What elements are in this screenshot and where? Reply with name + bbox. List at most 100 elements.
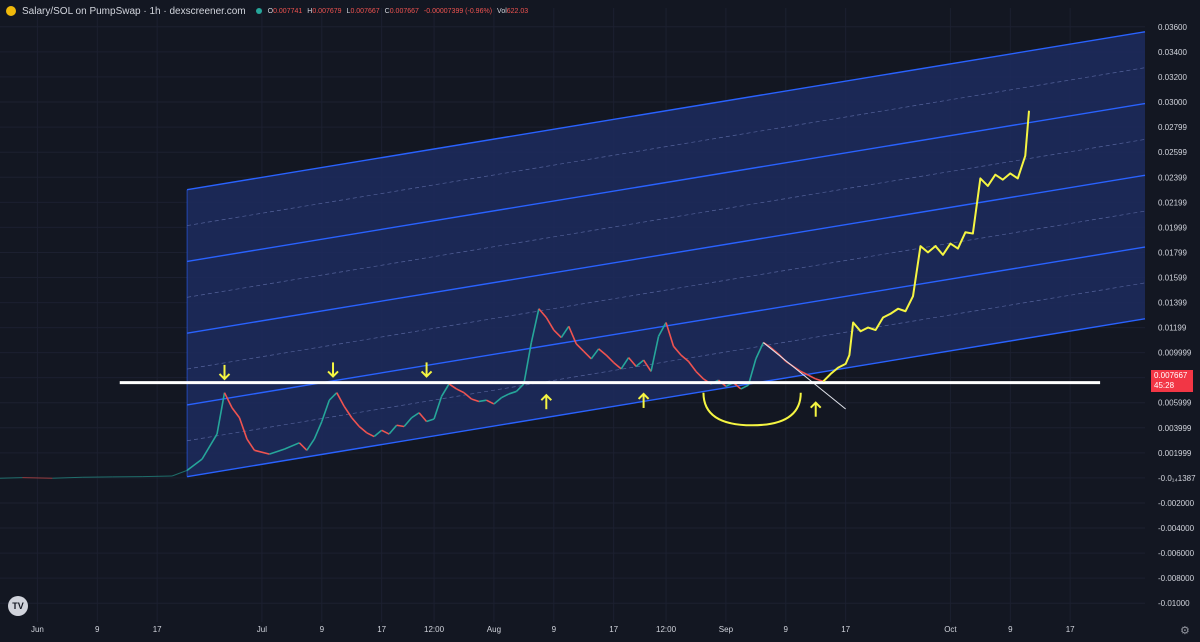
up-arrow-icon <box>637 392 650 408</box>
time-axis-label: 9 <box>320 625 325 634</box>
trendline <box>763 342 846 410</box>
price-axis-label: 0.003999 <box>1158 424 1192 433</box>
price-axis-label: -0.01000 <box>1158 599 1190 608</box>
price-segment <box>583 350 592 360</box>
change-value: -0.00007399 (-0.96%) <box>423 7 493 15</box>
channel-midline <box>187 210 1146 370</box>
down-arrow-icon <box>420 362 433 378</box>
price-segment <box>269 448 285 455</box>
price-axis-label: 0.02399 <box>1158 173 1187 182</box>
price-segment <box>523 342 533 385</box>
ohlc-values: O0.007741 H0.007679 L0.007667 C0.007667 … <box>268 8 529 15</box>
price-segment <box>373 429 383 438</box>
price-segment <box>642 359 652 372</box>
price-axis-label: 0.03000 <box>1158 98 1187 107</box>
channel-line <box>186 102 1146 263</box>
price-segment <box>687 360 697 372</box>
price-segment <box>418 412 428 423</box>
price-axis[interactable]: 0.03600 0.03400 0.03200 0.03000 0.02799 0.025… <box>1158 23 1196 608</box>
price-segment <box>343 406 353 419</box>
price-segment <box>403 417 413 428</box>
time-axis-label: Jul <box>257 625 267 634</box>
price-segment <box>515 383 525 393</box>
price-segment <box>590 348 600 360</box>
channel-line <box>186 31 1146 191</box>
price-axis-label: 0.03400 <box>1158 48 1187 57</box>
channel-midline <box>187 67 1146 226</box>
time-axis-label: Jun <box>31 625 44 634</box>
high-value: 0.007679 <box>312 7 342 15</box>
price-segment <box>815 378 824 383</box>
tradingview-logo-icon[interactable]: TV <box>8 596 28 616</box>
price-segment <box>605 354 615 364</box>
price-axis-label: 0.01999 <box>1158 223 1187 232</box>
price-segment <box>672 345 682 356</box>
price-segment <box>388 424 398 435</box>
price-axis-label: -0.002000 <box>1158 499 1195 508</box>
price-segment <box>52 476 83 479</box>
arrow-head <box>420 370 433 378</box>
price-segment <box>740 384 749 390</box>
price-segment <box>800 370 809 376</box>
price-segment <box>538 308 547 319</box>
time-axis[interactable]: Jun 9 17 Jul 9 17 12:00 Aug 9 17 12:00 Sep 9 17 Oct 9 17 <box>31 625 1075 634</box>
price-segment <box>657 322 667 337</box>
price-segment <box>755 342 765 360</box>
current-price: 0.007667 <box>1154 371 1188 380</box>
price-segment <box>486 399 495 405</box>
down-arrow-icon <box>218 364 231 381</box>
chart-header: Salary/SOL on PumpSwap · 1h · dexscreene… <box>6 4 528 18</box>
price-segment <box>440 383 450 397</box>
high-label: H <box>307 7 313 15</box>
price-segment <box>284 442 300 450</box>
time-axis-label: 17 <box>609 625 618 634</box>
price-axis-label: 0.009999 <box>1158 349 1192 358</box>
time-axis-label: 12:00 <box>656 625 677 634</box>
time-axis-label: 17 <box>377 625 386 634</box>
price-segment <box>560 325 570 338</box>
open-label: O <box>267 7 274 15</box>
gear-icon[interactable]: ⚙ <box>1180 625 1190 637</box>
price-segment <box>650 336 660 372</box>
price-axis-label: 0.01799 <box>1158 248 1187 257</box>
price-segment <box>628 357 637 367</box>
price-segment <box>747 358 757 386</box>
arrow-head <box>637 392 650 400</box>
price-segment <box>508 390 517 395</box>
time-axis-label: Aug <box>487 625 501 634</box>
price-axis-label: 0.03600 <box>1158 23 1187 32</box>
channel-line <box>186 318 1146 478</box>
price-segment <box>246 438 256 451</box>
low-value: 0.007667 <box>350 7 380 15</box>
price-axis-label: 0.01199 <box>1158 324 1187 333</box>
price-segment <box>306 438 315 451</box>
time-axis-label: 9 <box>552 625 557 634</box>
price-segment <box>321 399 331 422</box>
price-segment <box>695 370 705 380</box>
price-axis-label: 0.005999 <box>1158 399 1192 408</box>
price-segment <box>568 325 577 345</box>
price-segment <box>635 359 645 367</box>
price-segment <box>545 317 555 331</box>
price-segment <box>575 343 585 352</box>
channel-line <box>186 174 1146 334</box>
price-axis-label: 0.02799 <box>1158 123 1187 132</box>
price-segment <box>448 383 457 390</box>
channel-midline <box>187 282 1146 442</box>
price-segment <box>501 393 510 399</box>
price-segment <box>216 392 226 435</box>
arrow-head <box>327 370 339 378</box>
channel-midline <box>187 139 1146 298</box>
price-segment <box>478 399 487 403</box>
price-segment <box>254 449 270 455</box>
price-segment <box>231 407 241 419</box>
price-segment <box>366 432 375 438</box>
time-axis-label: 17 <box>841 625 850 634</box>
arrow-head <box>810 401 822 409</box>
open-value: 0.007741 <box>273 7 303 15</box>
chart-title: Salary/SOL on PumpSwap · 1h · dexscreene… <box>22 5 246 17</box>
live-status-icon <box>255 8 262 14</box>
price-segment <box>336 392 345 407</box>
price-segment <box>328 392 338 401</box>
